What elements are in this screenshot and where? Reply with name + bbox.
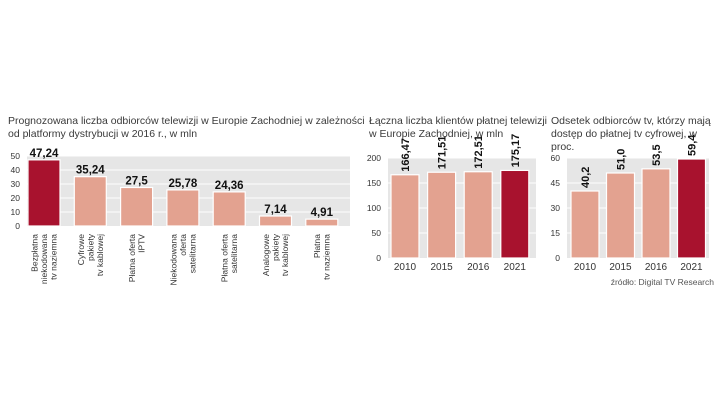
- chart1-value-label: 27,5: [125, 176, 148, 188]
- chart1-bar: [258, 215, 293, 227]
- chart1-category-label: Płatna: [312, 234, 322, 258]
- chart2-y-tick-label: 200: [367, 153, 381, 163]
- chart2-bar: [463, 171, 493, 259]
- chart2-title: Łączna liczba klientów płatnej telewizji…: [369, 115, 549, 141]
- chart1-y-tick-label: 10: [11, 207, 21, 217]
- chart1-category-label: Cyfrowe: [76, 234, 86, 265]
- chart1-category-label: satelitarna: [187, 234, 197, 273]
- chart3-bar: [641, 168, 671, 259]
- chart3-value-label: 51,0: [616, 149, 628, 170]
- chart1-y-tick-label: 40: [11, 165, 21, 175]
- chart1-bar: [119, 186, 154, 227]
- chart1-category-label: IPTV: [136, 234, 146, 253]
- chart3-y-tick-label: 15: [551, 228, 561, 238]
- chart3-value-label: 59,4: [687, 134, 699, 156]
- chart1-y-tick-label: 30: [11, 179, 21, 189]
- chart1-y-tick-label: 20: [11, 193, 21, 203]
- chart2-y-tick-label: 150: [367, 178, 381, 188]
- chart1-bar: [212, 191, 246, 227]
- chart3-title-line: Odsetek odbiorców tv, którzy mają: [551, 115, 711, 127]
- chart1-category-label: Bezpłatna: [30, 234, 40, 272]
- chart1-bar: [73, 176, 107, 227]
- chart3-y-tick-label: 45: [551, 178, 561, 188]
- chart1-category-label: tv kablowej: [280, 234, 290, 276]
- chart2-category-label: 2021: [504, 262, 527, 273]
- chart2-y-tick-label: 100: [367, 203, 381, 213]
- chart1-value-label: 24,36: [215, 180, 244, 192]
- chart3-y-tick-label: 0: [555, 253, 560, 263]
- chart2-bar: [427, 171, 457, 259]
- chart3-category-label: 2010: [574, 262, 597, 273]
- chart2-title-line: Łączna liczba klientów płatnej telewizji: [369, 115, 548, 127]
- chart3-bar: [570, 190, 600, 259]
- chart1-title: Prognozowana liczba odbiorców telewizji …: [8, 115, 368, 141]
- chart1-bar: [305, 218, 339, 227]
- chart1-category-label: Niekodowana: [168, 234, 178, 286]
- chart1-bar: [166, 189, 200, 227]
- chart3-y-tick-label: 30: [551, 203, 561, 213]
- chart3-bar: [605, 172, 636, 259]
- chart1-y-tick-label: 50: [11, 151, 21, 161]
- chart2-y-tick-label: 0: [376, 253, 381, 263]
- chart1-category-label: pakiety: [85, 233, 95, 261]
- chart1-category-label: tv naziemna: [49, 234, 59, 280]
- chart2-bar: [500, 169, 530, 259]
- chart1-category-label: Płatna oferta: [127, 234, 137, 282]
- chart2-bar: [390, 174, 420, 259]
- chart3-category-label: 2016: [645, 262, 668, 273]
- chart3-bar: [676, 158, 707, 259]
- chart1-category-label: Płatna oferta: [219, 234, 229, 282]
- source-note: źródło: Digital TV Research: [610, 277, 714, 287]
- chart2-value-label: 175,17: [510, 134, 522, 168]
- chart2-value-label: 172,51: [473, 135, 485, 169]
- chart1-value-label: 35,24: [76, 165, 105, 177]
- chart1-value-label: 47,24: [30, 148, 59, 160]
- chart3-value-label: 53,5: [651, 144, 663, 165]
- chart1-y-tick-label: 0: [15, 221, 20, 231]
- chart2-category-label: 2015: [430, 262, 453, 273]
- chart3-title: Odsetek odbiorców tv, którzy mają dostęp…: [551, 115, 716, 154]
- chart1-category-label: satelitarna: [229, 234, 239, 273]
- chart1-category-label: Analogowe: [261, 234, 271, 276]
- chart1-value-label: 4,91: [311, 207, 334, 219]
- chart3-title-line: dostęp do płatnej tv cyfrowej, w proc.: [551, 128, 697, 153]
- chart2-category-label: 2016: [467, 262, 490, 273]
- chart2-value-label: 166,47: [400, 138, 412, 172]
- chart2-category-label: 2010: [394, 262, 417, 273]
- chart1-bar: [27, 159, 61, 227]
- chart1-category-label: pakiety: [271, 233, 281, 261]
- chart3-y-tick-label: 60: [551, 153, 561, 163]
- chart2-value-label: 171,51: [437, 136, 449, 170]
- chart1-category-label: tv kablowej: [95, 234, 105, 276]
- chart2-y-tick-label: 50: [372, 228, 382, 238]
- chart1-title-line: Prognozowana liczba odbiorców telewizji …: [8, 115, 365, 127]
- chart3-category-label: 2015: [609, 262, 632, 273]
- chart1-category-label: niekodowana: [39, 234, 49, 284]
- chart1-value-label: 7,14: [264, 204, 287, 216]
- chart2-title-line: w Europie Zachodniej, w mln: [369, 128, 504, 140]
- chart3-category-label: 2021: [680, 262, 703, 273]
- chart1-value-label: 25,78: [169, 178, 198, 190]
- chart1-category-label: tv naziemna: [322, 234, 332, 280]
- chart3-value-label: 40,2: [580, 167, 592, 188]
- chart1-title-line: od platformy dystrybucji w 2016 r., w ml…: [8, 128, 198, 140]
- chart1-category-label: oferta: [178, 234, 188, 256]
